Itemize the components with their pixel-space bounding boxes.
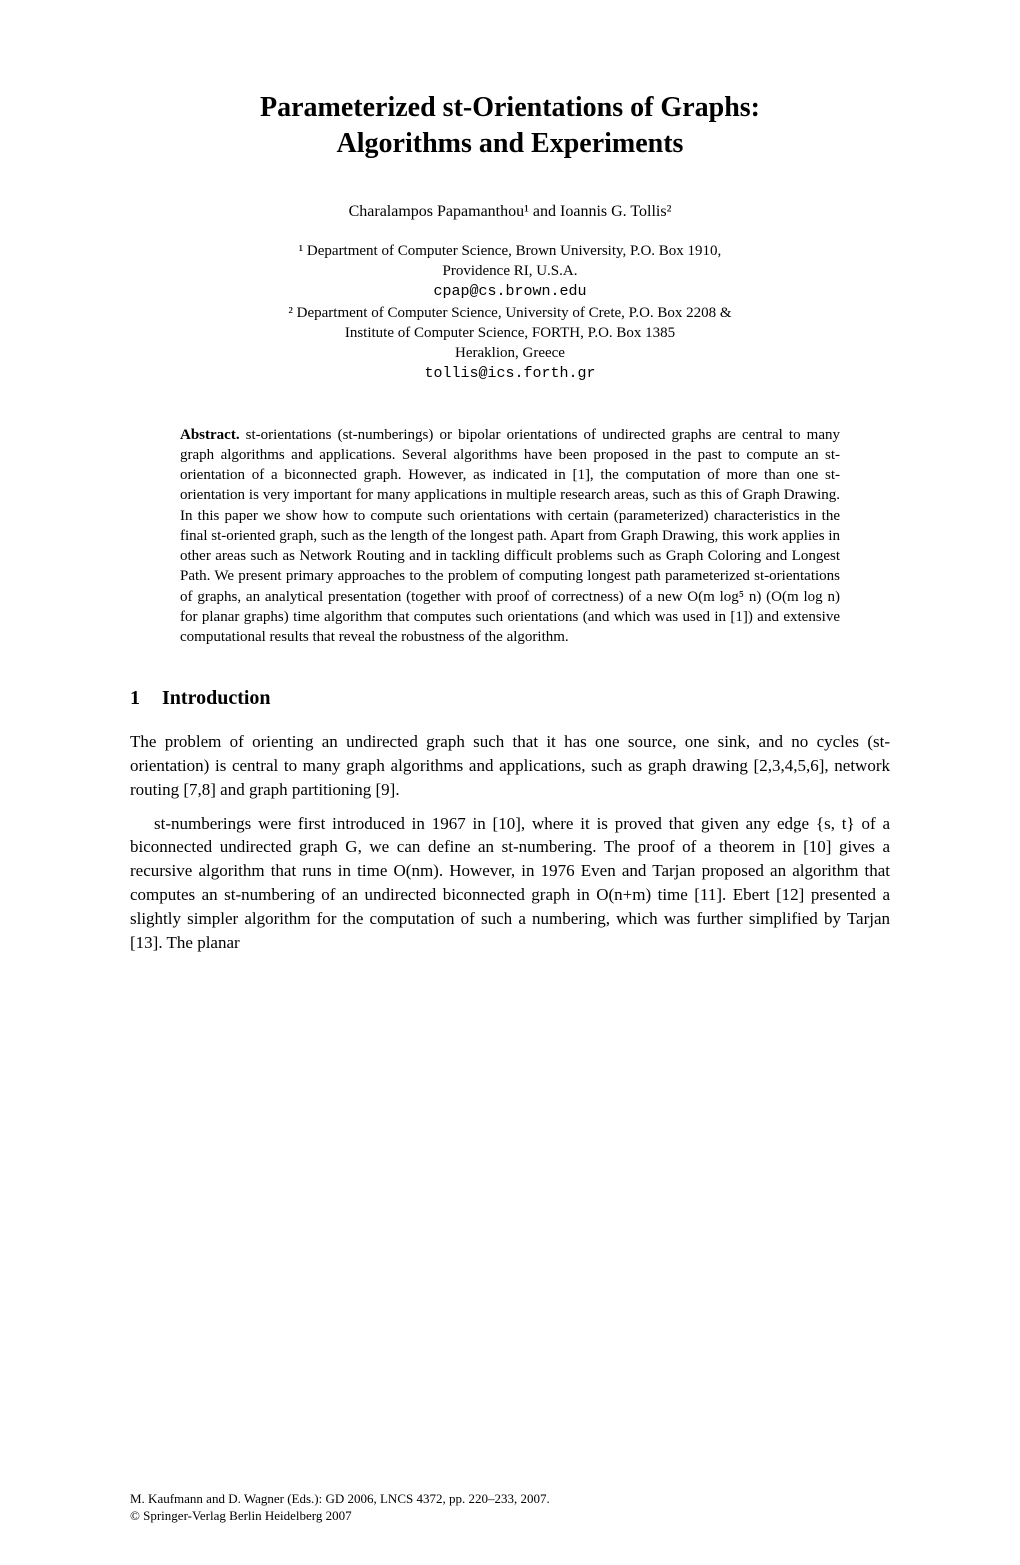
abstract-text: st-orientations (st-numberings) or bipol… [180, 427, 840, 646]
footer-line-1: M. Kaufmann and D. Wagner (Eds.): GD 200… [130, 1491, 550, 1506]
paragraph-1: The problem of orienting an undirected g… [130, 730, 890, 801]
affil2-email: tollis@ics.forth.gr [424, 365, 595, 382]
affil1-line2: Providence RI, U.S.A. [443, 263, 578, 279]
affil2-line1: ² Department of Computer Science, Univer… [288, 305, 731, 321]
affil1-email: cpap@cs.brown.edu [433, 283, 586, 300]
section-1-title: Introduction [162, 687, 271, 709]
page: Parameterized st-Orientations of Graphs:… [0, 0, 1020, 1565]
title-line-1: Parameterized st-Orientations of Graphs: [260, 92, 760, 123]
abstract: Abstract. st-orientations (st-numberings… [180, 425, 840, 648]
section-1-number: 1 [130, 687, 140, 710]
affil1-line1: ¹ Department of Computer Science, Brown … [299, 243, 722, 259]
affil2-line2: Institute of Computer Science, FORTH, P.… [345, 325, 675, 341]
footer: M. Kaufmann and D. Wagner (Eds.): GD 200… [130, 1490, 550, 1525]
affiliations: ¹ Department of Computer Science, Brown … [130, 241, 890, 385]
affil2-line3: Heraklion, Greece [455, 345, 565, 361]
title-line-2: Algorithms and Experiments [337, 128, 684, 159]
footer-line-2: © Springer-Verlag Berlin Heidelberg 2007 [130, 1508, 352, 1523]
paper-title: Parameterized st-Orientations of Graphs:… [130, 90, 890, 163]
authors: Charalampos Papamanthou¹ and Ioannis G. … [130, 203, 890, 221]
paragraph-2: st-numberings were first introduced in 1… [130, 812, 890, 955]
section-1-heading: 1 Introduction [130, 687, 890, 710]
abstract-label: Abstract. [180, 427, 240, 443]
